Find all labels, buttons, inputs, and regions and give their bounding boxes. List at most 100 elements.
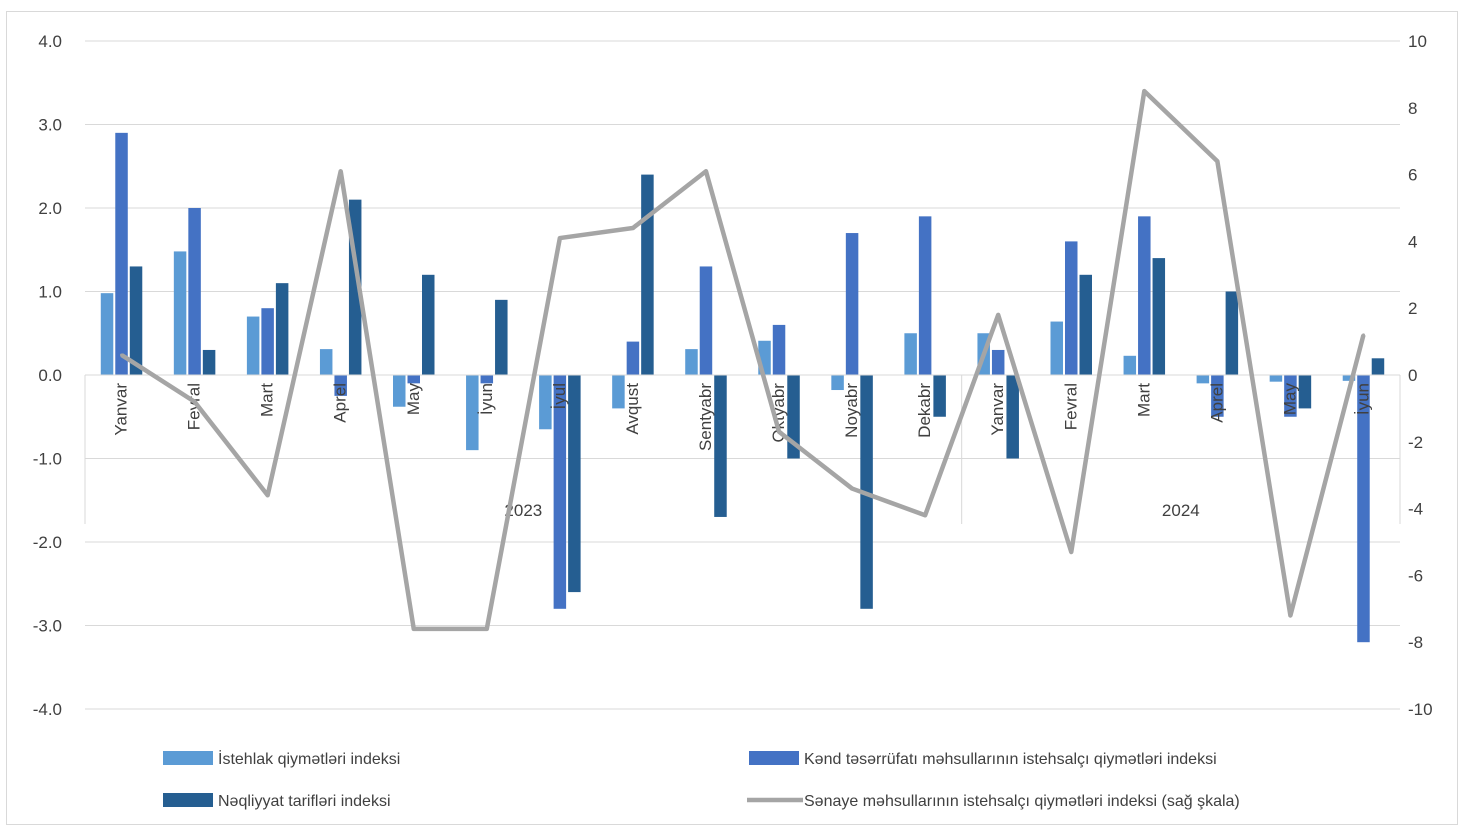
legend-label: Nəqliyyat tarifləri indeksi xyxy=(218,793,391,810)
x-tick-label: Noyabr xyxy=(842,383,861,438)
x-tick-label: İyul xyxy=(550,383,569,409)
bar xyxy=(787,375,800,459)
line-point xyxy=(704,169,708,173)
bar xyxy=(319,349,333,375)
bar xyxy=(1152,258,1166,375)
y-tick-label: -3.0 xyxy=(33,617,62,636)
bar xyxy=(495,299,508,375)
y-tick-label: 4.0 xyxy=(38,32,62,51)
bar xyxy=(612,375,625,409)
y2-tick-label: 2 xyxy=(1408,299,1417,318)
bar xyxy=(1357,375,1370,643)
y-tick-label: 1.0 xyxy=(38,283,62,302)
line-point xyxy=(193,400,197,404)
y2-tick-label: -6 xyxy=(1408,566,1423,585)
line-point xyxy=(339,169,343,173)
line-point xyxy=(1215,159,1219,163)
bar xyxy=(1225,291,1239,375)
bar xyxy=(129,266,143,375)
bar xyxy=(480,375,494,384)
legend-swatch xyxy=(163,793,213,807)
x-tick-label: Aprel xyxy=(331,383,350,423)
y2-tick-label: 10 xyxy=(1408,32,1427,51)
x-tick-label: İyun xyxy=(477,383,496,415)
x-tick-label: Fevral xyxy=(1061,383,1080,430)
line-point xyxy=(1142,89,1146,93)
bar xyxy=(714,375,727,517)
bar xyxy=(685,349,698,375)
bar xyxy=(173,251,187,375)
x-tick-label: May xyxy=(1280,383,1299,416)
bar xyxy=(539,375,552,430)
bar xyxy=(334,375,347,396)
bar xyxy=(1196,375,1210,384)
line-point xyxy=(850,487,854,491)
line-point xyxy=(1361,333,1365,337)
bar xyxy=(1050,321,1063,375)
bar xyxy=(918,216,932,375)
x-tick-label: Dekabr xyxy=(915,383,934,438)
x-tick-label: Fevral xyxy=(185,383,204,430)
bar xyxy=(1123,355,1137,375)
bar xyxy=(1079,274,1092,375)
bar xyxy=(188,208,201,375)
bar xyxy=(1006,375,1019,459)
legend-swatch xyxy=(749,751,799,765)
x-tick-label: Oktyabr xyxy=(769,383,788,443)
y-tick-label: 3.0 xyxy=(38,116,62,135)
bar xyxy=(553,375,567,609)
bar xyxy=(1371,358,1385,375)
y2-tick-label: 0 xyxy=(1408,366,1417,385)
bar xyxy=(991,349,1005,375)
y2-tick-label: 8 xyxy=(1408,99,1417,118)
bar xyxy=(1342,375,1356,381)
bar xyxy=(261,308,274,375)
legend-label: Kənd təsərrüfatı məhsullarının istehsalç… xyxy=(804,751,1217,768)
chart-frame xyxy=(6,11,1458,825)
line-point xyxy=(1288,613,1292,617)
bar xyxy=(1284,375,1297,417)
bar xyxy=(831,375,844,391)
bar xyxy=(100,293,114,375)
bar xyxy=(568,375,581,593)
y2-tick-label: 4 xyxy=(1408,232,1417,251)
bar xyxy=(1298,375,1312,409)
bar xyxy=(1138,216,1151,375)
line-point xyxy=(996,313,1000,317)
y-tick-label: 2.0 xyxy=(38,199,62,218)
bar xyxy=(845,233,859,375)
series-line xyxy=(120,88,1366,632)
bar xyxy=(466,375,479,451)
x-tick-label: Aprel xyxy=(1207,383,1226,423)
x-tick-label: Sentyabr xyxy=(696,383,715,451)
line-point xyxy=(923,513,927,517)
line-point xyxy=(631,226,635,230)
bar xyxy=(275,283,289,375)
x-tick-label: Mart xyxy=(1134,383,1153,417)
y-tick-label: -4.0 xyxy=(33,700,62,719)
legend-label: Sənaye məhsullarının istehsalçı qiymətlə… xyxy=(804,793,1240,810)
line-point xyxy=(1069,550,1073,554)
bar xyxy=(202,349,216,375)
bar xyxy=(626,341,640,375)
bar xyxy=(699,266,713,375)
x-tick-label: İyun xyxy=(1353,383,1372,415)
group-label: 2024 xyxy=(1162,501,1200,520)
bar xyxy=(1211,375,1224,417)
x-tick-label: Avqust xyxy=(623,383,642,435)
bar xyxy=(115,132,128,375)
y-tick-label: 0.0 xyxy=(38,366,62,385)
legend-label: İstehlak qiymətləri indeksi xyxy=(218,749,400,768)
x-tick-label: Yanvar xyxy=(988,383,1007,436)
line-point xyxy=(412,627,416,631)
bar xyxy=(422,274,435,375)
line-point xyxy=(485,627,489,631)
y2-tick-label: -4 xyxy=(1408,500,1423,519)
bar xyxy=(407,375,420,384)
line-point xyxy=(558,236,562,240)
bar xyxy=(246,316,260,375)
y2-tick-label: 6 xyxy=(1408,166,1417,185)
y2-tick-label: -10 xyxy=(1408,700,1433,719)
legend-swatch xyxy=(163,751,213,765)
